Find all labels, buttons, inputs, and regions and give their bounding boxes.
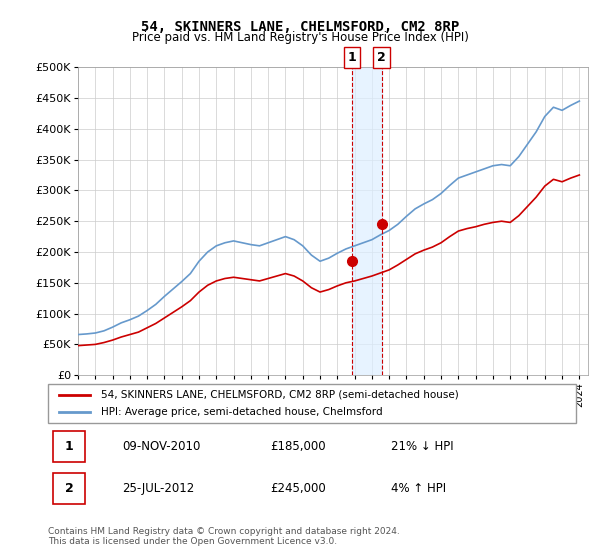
Text: Contains HM Land Registry data © Crown copyright and database right 2024.
This d: Contains HM Land Registry data © Crown c… xyxy=(48,526,400,546)
Text: 54, SKINNERS LANE, CHELMSFORD, CM2 8RP (semi-detached house): 54, SKINNERS LANE, CHELMSFORD, CM2 8RP (… xyxy=(101,390,458,400)
Text: £245,000: £245,000 xyxy=(270,482,326,495)
Text: 1: 1 xyxy=(348,51,356,64)
Text: 4% ↑ HPI: 4% ↑ HPI xyxy=(391,482,446,495)
Bar xyxy=(352,67,382,375)
Text: 2: 2 xyxy=(377,51,386,64)
Text: 25-JUL-2012: 25-JUL-2012 xyxy=(122,482,194,495)
Text: 21% ↓ HPI: 21% ↓ HPI xyxy=(391,440,454,453)
FancyBboxPatch shape xyxy=(53,474,85,504)
Text: 09-NOV-2010: 09-NOV-2010 xyxy=(122,440,200,453)
FancyBboxPatch shape xyxy=(53,431,85,461)
Text: Price paid vs. HM Land Registry's House Price Index (HPI): Price paid vs. HM Land Registry's House … xyxy=(131,31,469,44)
Text: 2: 2 xyxy=(65,482,73,495)
FancyBboxPatch shape xyxy=(48,384,576,423)
Text: £185,000: £185,000 xyxy=(270,440,325,453)
Text: 1: 1 xyxy=(65,440,73,453)
Text: HPI: Average price, semi-detached house, Chelmsford: HPI: Average price, semi-detached house,… xyxy=(101,407,382,417)
Text: 54, SKINNERS LANE, CHELMSFORD, CM2 8RP: 54, SKINNERS LANE, CHELMSFORD, CM2 8RP xyxy=(141,20,459,34)
